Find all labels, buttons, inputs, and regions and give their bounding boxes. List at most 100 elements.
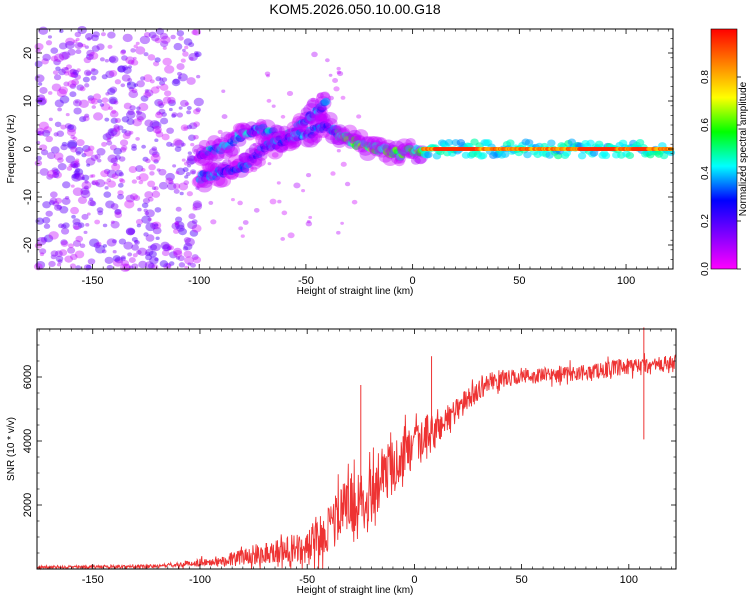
spectrogram-cell [90, 68, 99, 76]
spectrogram-cell [74, 250, 85, 259]
spectrogram-cell [74, 146, 84, 154]
spectrogram-cell [135, 110, 140, 114]
spectrogram-cell [119, 147, 127, 153]
spectrogram-cell [110, 157, 119, 164]
spectrogram-cell [118, 172, 124, 177]
spectrogram-cell [65, 112, 70, 117]
spectrogram-cell [325, 58, 330, 63]
spectrogram-cell [174, 221, 185, 230]
spectrogram-cell [659, 152, 669, 160]
spectrogram-cell [77, 42, 84, 48]
spectrogram-cell [328, 95, 334, 101]
spectrogram-cell [310, 133, 323, 143]
spectrogram-cell [238, 226, 244, 231]
spectrogram-cell [158, 168, 167, 176]
spectrogram-cell [276, 181, 281, 185]
spectrogram-cell [217, 138, 223, 143]
spectrogram-cell [173, 138, 183, 146]
spectrogram-cell [114, 117, 121, 124]
spectrogram-cell [75, 37, 80, 42]
spectrogram-cell [253, 156, 266, 167]
spectrogram-cell [176, 30, 185, 37]
spectrogram-cell [94, 154, 101, 160]
spectrogram-cell [167, 182, 177, 191]
spectrogram-cell [259, 123, 268, 131]
spectrogram-cell [154, 37, 162, 44]
spectrogram-cell [173, 183, 181, 190]
spectrogram-cell [70, 160, 79, 169]
spectrogram-cell [330, 171, 336, 176]
spectrogram-cell [114, 256, 123, 264]
spectrogram-cell [175, 216, 183, 223]
spectrogram-cell [91, 181, 97, 186]
spectrogram-cell [166, 141, 173, 147]
spectrogram-cell [171, 113, 177, 118]
spectrogram-cell [184, 102, 190, 106]
spectrogram-cell [100, 103, 111, 111]
spectrogram-cell [69, 263, 76, 269]
spectrogram-cell [87, 258, 96, 265]
spectrogram-cell [132, 253, 138, 258]
snr-ticks: -150 -100 -50 0 50 100 2000 4000 6000 [22, 328, 676, 586]
spectrogram-cell [134, 240, 140, 245]
spectrogram-cell [137, 247, 148, 256]
spectrogram-cell [148, 31, 157, 39]
spectrogram-cell [250, 166, 258, 173]
spectrogram-cell [121, 65, 129, 71]
spectrogram-cell [85, 157, 96, 166]
spectrogram-cell [117, 190, 124, 196]
spectrogram-cell [256, 145, 264, 152]
spectrogram-cell [76, 139, 85, 147]
spectrogram-cell [173, 249, 183, 258]
spectrogram-cell [72, 69, 79, 76]
spectrogram-cell [83, 185, 89, 190]
snr-frame [36, 328, 677, 570]
spectrogram-cell [122, 132, 131, 140]
spectrogram-cell [270, 124, 283, 135]
spectrogram-cell [70, 146, 78, 153]
spectrogram-cell [109, 86, 118, 93]
spectrogram-cell [158, 181, 169, 190]
spectrogram-cell [110, 117, 118, 124]
spectrogram-cell [100, 32, 106, 37]
spectrogram-cell [83, 69, 92, 77]
spectrogram-cell [286, 90, 294, 97]
spectrogram-cell [281, 210, 288, 216]
colorbar-frame [710, 28, 738, 270]
spectrogram-cell [340, 95, 346, 100]
spectrogram-cell [73, 39, 78, 44]
spectrogram-cell [41, 129, 51, 137]
spectrogram-cell [54, 121, 62, 128]
spectrogram-cell [271, 152, 279, 158]
spectrogram-cell [107, 31, 116, 39]
spectrogram-cell [70, 206, 80, 215]
spectrogram-cell [72, 240, 82, 247]
spectrogram-cell [154, 138, 159, 142]
spectrogram-cell [238, 152, 252, 163]
spectrogram-cell [106, 178, 112, 183]
spectrogram-cell [149, 256, 159, 265]
spectrogram-cell [111, 163, 121, 171]
spectrogram-cell [188, 53, 198, 62]
spectrogram-cell [333, 86, 340, 92]
spectrogram-cell [90, 98, 99, 105]
spectrogram-cell [154, 128, 162, 135]
spectrogram-cell [109, 110, 119, 118]
spectrogram-cell [316, 92, 324, 99]
spectrogram-cell [74, 172, 85, 181]
spectrogram-cell [56, 262, 62, 267]
spectrogram-cell [147, 217, 153, 222]
spectrogram-cell [193, 108, 201, 115]
spectrogram-cell [154, 57, 161, 63]
spectrogram-cell [86, 53, 94, 61]
spectrogram-cell [61, 141, 68, 147]
spectrogram-cell [133, 195, 141, 201]
spectrogram-cell [179, 191, 184, 196]
spectrogram-cell [76, 68, 81, 73]
spectrogram-cell [321, 97, 331, 106]
spectrogram-cell [58, 223, 64, 229]
spectrogram-cell [177, 71, 182, 76]
spectrogram-cell [148, 164, 156, 171]
spectrogram-cell [160, 35, 171, 44]
spectrogram-cell [107, 44, 113, 49]
